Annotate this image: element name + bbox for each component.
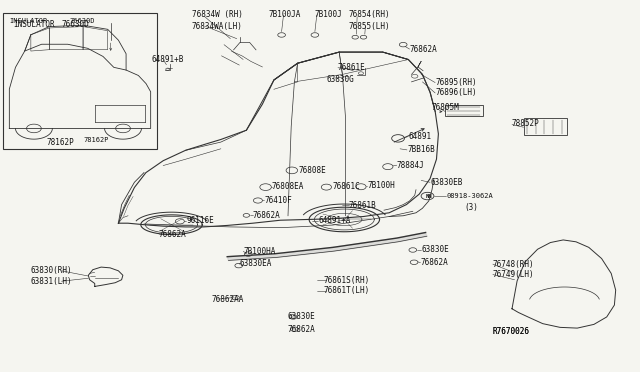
Polygon shape (227, 232, 427, 260)
Text: 76861C: 76861C (332, 182, 360, 191)
Text: 76861E: 76861E (338, 63, 365, 72)
Text: 64891+A: 64891+A (318, 217, 351, 225)
Text: 76834WA(LH): 76834WA(LH) (192, 22, 243, 31)
Text: N: N (428, 193, 431, 199)
Text: 64891+B: 64891+B (152, 55, 184, 64)
Text: 76748(RH): 76748(RH) (493, 260, 534, 269)
Text: 76834W (RH): 76834W (RH) (192, 10, 243, 19)
Text: 78162P: 78162P (47, 138, 74, 147)
Text: INSULATOR: INSULATOR (13, 20, 54, 29)
Bar (445, 105, 483, 116)
Text: 76630D: 76630D (69, 17, 95, 23)
Text: 76630D: 76630D (61, 20, 89, 29)
Text: (3): (3) (464, 203, 478, 212)
Text: 08918-3062A: 08918-3062A (446, 193, 493, 199)
Text: 78852P: 78852P (512, 119, 540, 128)
Text: 76861B: 76861B (349, 201, 376, 210)
Text: 76861S(RH): 76861S(RH) (324, 276, 370, 285)
Text: 76410F: 76410F (264, 196, 292, 205)
Text: 76861T(LH): 76861T(LH) (324, 286, 370, 295)
Text: 76749(LH): 76749(LH) (493, 270, 534, 279)
Text: 63831(LH): 63831(LH) (31, 277, 72, 286)
Text: 76862A: 76862A (159, 230, 186, 239)
Bar (3, 13, 157, 149)
Text: 7BB16B: 7BB16B (407, 145, 435, 154)
Text: 63830G: 63830G (326, 75, 354, 84)
Text: N: N (426, 193, 429, 199)
Text: 76808E: 76808E (298, 166, 326, 175)
Text: 96116E: 96116E (186, 217, 214, 225)
Text: 63830E: 63830E (288, 312, 316, 321)
Text: 63830EB: 63830EB (430, 178, 463, 187)
Text: 76808EA: 76808EA (272, 182, 305, 191)
Text: 76895(RH): 76895(RH) (435, 78, 477, 87)
Text: 7B100J: 7B100J (315, 10, 342, 19)
Text: 76896(LH): 76896(LH) (435, 89, 477, 97)
Text: 76862AA: 76862AA (211, 295, 244, 304)
Text: 64891: 64891 (408, 132, 431, 141)
Text: 76805M: 76805M (432, 103, 460, 112)
Text: 76862A: 76862A (288, 325, 316, 334)
Text: 63830E: 63830E (421, 246, 449, 254)
Text: 76862A: 76862A (253, 211, 280, 219)
Text: 76855(LH): 76855(LH) (349, 22, 390, 31)
Text: R7670026: R7670026 (493, 327, 530, 336)
Text: 76854(RH): 76854(RH) (349, 10, 390, 19)
Text: 7B100JA: 7B100JA (269, 10, 301, 19)
Text: 76862A: 76862A (410, 45, 437, 54)
Text: 7B100H: 7B100H (367, 182, 395, 190)
Text: 7B100HA: 7B100HA (243, 247, 276, 256)
Text: 76862A: 76862A (420, 258, 448, 267)
Text: 78884J: 78884J (397, 161, 424, 170)
Text: 78162P: 78162P (83, 137, 109, 143)
Text: 63830EA: 63830EA (239, 259, 272, 268)
Bar (524, 118, 567, 135)
Text: R7670026: R7670026 (493, 327, 530, 336)
Text: 63830(RH): 63830(RH) (31, 266, 72, 275)
Text: INSULATOR: INSULATOR (10, 17, 47, 23)
